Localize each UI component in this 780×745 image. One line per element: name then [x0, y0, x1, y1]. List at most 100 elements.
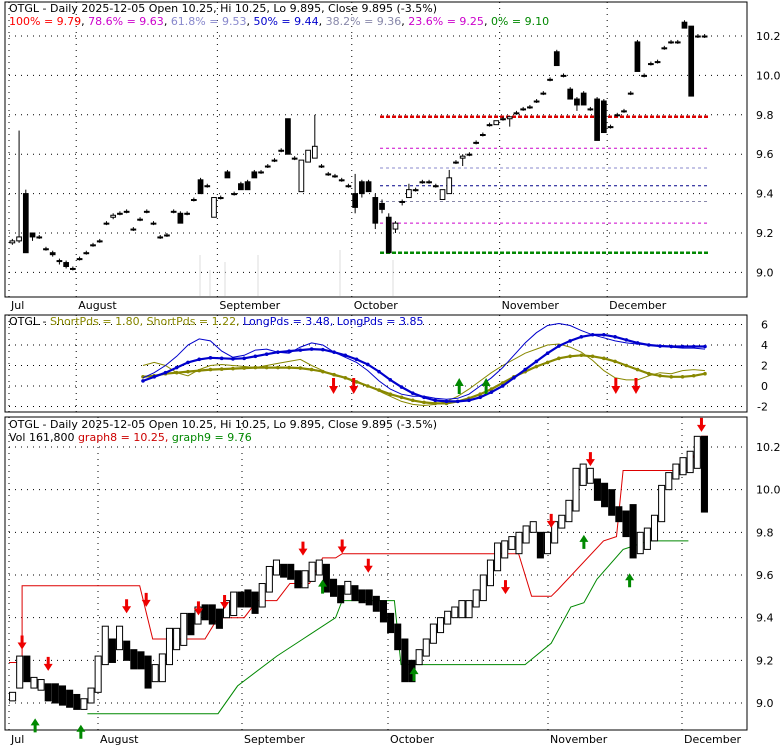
osc-series-point: [388, 378, 393, 382]
pnf-box: [543, 531, 552, 555]
osc-series-point: [613, 335, 617, 339]
pnf-box: [358, 589, 366, 604]
pnf-y-tick-label: 9.2: [756, 654, 774, 667]
pnf-down-arrow: [220, 595, 230, 609]
pnf-box: [451, 606, 459, 619]
osc-series-point: [568, 339, 572, 343]
pnf-up-arrow: [30, 718, 40, 733]
pnf-box: [80, 698, 88, 710]
pnf-panel-frame: [4, 416, 748, 731]
pnf-box: [287, 563, 295, 580]
osc-series-point: [624, 338, 629, 342]
pnf-box: [58, 685, 67, 706]
candle-body: [16, 236, 22, 242]
pnf-graph9: graph9 = 9.76: [172, 431, 252, 444]
osc-series-point: [534, 359, 539, 364]
pnf-box: [330, 578, 338, 597]
osc-series-point: [276, 350, 280, 354]
fib-382: 38.2% = 9.36: [326, 15, 402, 28]
pnf-box: [436, 617, 445, 634]
candle-body: [385, 216, 392, 254]
candle-body: [143, 210, 150, 213]
pnf-box: [508, 536, 516, 550]
osc-series-point: [388, 392, 393, 397]
price-x-tick-label: Jul: [10, 299, 24, 312]
pnf-box: [201, 604, 209, 621]
osc-series-point: [624, 363, 629, 368]
pnf-down-arrow: [500, 580, 510, 595]
osc-series-point: [309, 347, 314, 351]
fib-50: 50% = 9.44: [253, 15, 318, 28]
candle-body: [654, 61, 661, 64]
candle-body: [150, 222, 157, 225]
pnf-box: [130, 649, 138, 670]
pnf-box: [429, 623, 437, 644]
pnf-box: [137, 651, 145, 670]
candle-body: [137, 218, 143, 221]
osc-series-point: [366, 362, 370, 367]
osc-down-arrow: [611, 378, 621, 394]
candle-body: [614, 114, 621, 117]
osc-series-point: [174, 365, 179, 370]
pnf-box: [173, 627, 181, 651]
osc-series-point: [343, 353, 348, 358]
candle-body: [540, 92, 547, 95]
pnf-graph8: graph8 = 10.25,: [78, 431, 172, 444]
pnf-box: [16, 655, 24, 689]
price-panel-frame: [4, 1, 748, 298]
pnf-box: [73, 693, 81, 710]
price-x-tick-label: October: [354, 299, 398, 312]
osc-series-point: [298, 366, 303, 370]
osc-series-point: [590, 332, 595, 337]
candle-body: [419, 181, 426, 184]
pnf-box: [258, 583, 266, 608]
candle-body: [271, 159, 278, 162]
candle-body: [493, 120, 500, 126]
pnf-box: [123, 640, 131, 661]
osc-series-point: [467, 398, 471, 403]
osc-series-point: [219, 367, 224, 371]
osc-series-point: [500, 381, 505, 385]
pnf-box: [23, 655, 31, 683]
pnf-box: [301, 570, 309, 589]
pnf-box: [101, 625, 109, 666]
candle-body: [251, 171, 258, 179]
candle-body: [674, 41, 681, 44]
candle-body: [238, 183, 244, 191]
fib-100: 100% = 9.79: [9, 15, 81, 28]
candle-body: [567, 88, 574, 100]
fib-618: 61.8% = 9.53: [171, 15, 247, 28]
candle-body: [392, 222, 399, 230]
candle-body: [506, 116, 513, 120]
candle-body: [627, 92, 634, 95]
pnf-box: [365, 589, 373, 606]
candle-body: [69, 267, 76, 270]
pnf-box: [686, 450, 694, 474]
price-y-tick-label: 9.2: [756, 227, 774, 240]
candle-body: [96, 240, 103, 243]
osc-series-point: [602, 332, 606, 337]
osc-y-tick-label: 0: [761, 380, 768, 393]
osc-y-tick-label: -2: [757, 401, 768, 414]
candle-body: [83, 252, 90, 255]
pnf-box: [272, 559, 281, 576]
osc-series-point: [500, 384, 505, 388]
osc-series-point: [410, 391, 415, 395]
osc-series-point: [703, 344, 707, 349]
candle-body: [305, 149, 311, 163]
osc-series-point: [658, 344, 662, 348]
pnf-y-tick-label: 9.4: [756, 612, 774, 625]
candle-body: [580, 92, 587, 106]
osc-series-point: [197, 368, 201, 373]
pnf-box: [37, 679, 45, 691]
candle-body: [379, 202, 385, 210]
osc-series-point: [231, 357, 235, 361]
pnf-box: [251, 591, 259, 614]
osc-series-point: [444, 399, 449, 404]
pnf-down-arrow: [298, 541, 308, 556]
osc-series-point: [579, 335, 584, 339]
pnf-x-tick-label: September: [244, 733, 305, 745]
pnf-up-arrow: [76, 724, 86, 739]
candle-body: [184, 212, 190, 215]
price-y-tick-label: 9.4: [756, 188, 774, 201]
